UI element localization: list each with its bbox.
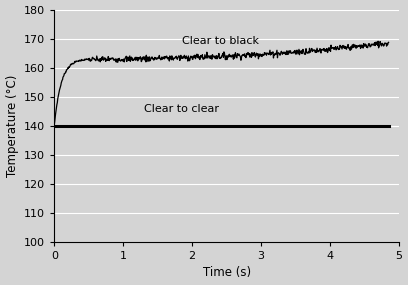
Text: Clear to clear: Clear to clear	[144, 104, 219, 114]
Y-axis label: Temperature (°C): Temperature (°C)	[6, 74, 18, 177]
X-axis label: Time (s): Time (s)	[202, 266, 251, 280]
Text: Clear to black: Clear to black	[182, 36, 259, 46]
